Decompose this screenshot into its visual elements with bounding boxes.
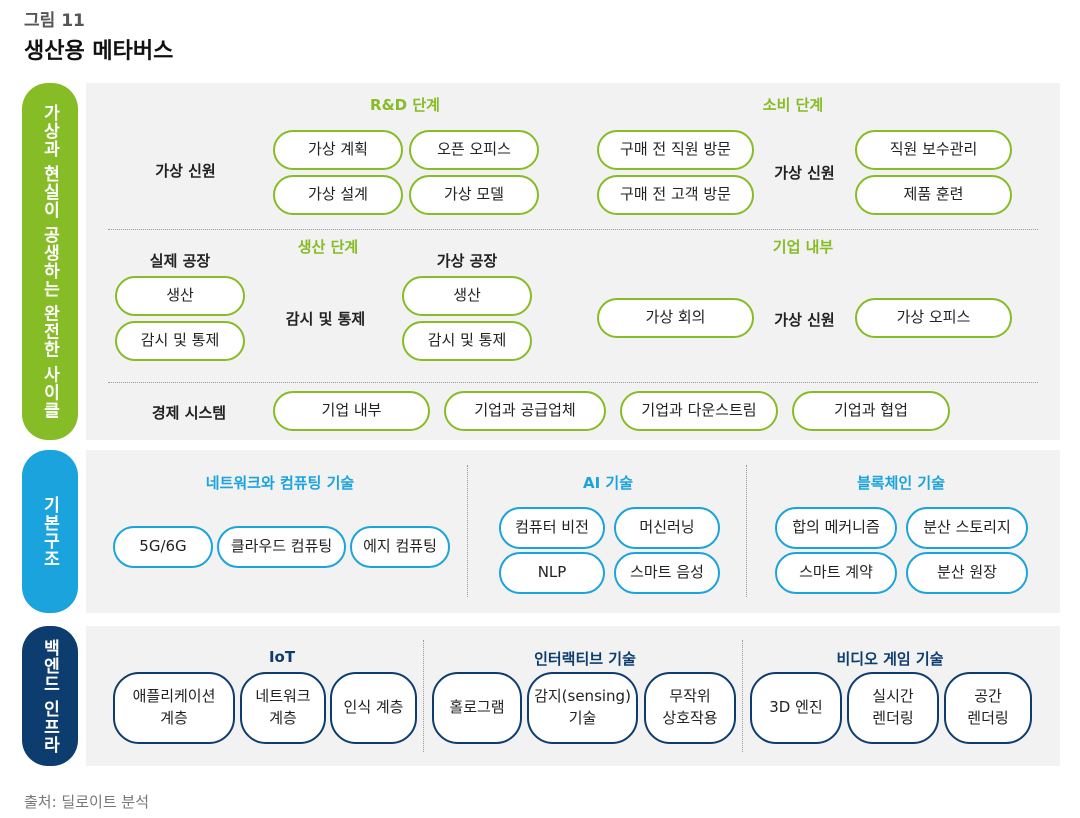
- figure-title: 생산용 메타버스: [24, 39, 174, 64]
- consume-item: 직원 보수관리: [855, 130, 1012, 170]
- video-item: 공간 렌더링: [944, 672, 1032, 744]
- backend-side-text: 백엔드 인프라: [39, 638, 60, 754]
- ai-header: AI 기술: [582, 474, 633, 492]
- interactive-item: 무작위 상호작용: [644, 672, 736, 744]
- video-item: 3D 엔진: [750, 672, 842, 744]
- rd-item: 가상 계획: [273, 130, 403, 170]
- iot-header: IoT: [268, 648, 296, 666]
- production-stage-header: 생산 단계: [297, 238, 359, 256]
- virtual-factory-item: 생산: [402, 276, 532, 316]
- ai-item: 컴퓨터 비전: [499, 507, 605, 549]
- network-item: 에지 컴퓨팅: [350, 526, 450, 568]
- rd-stage-header: R&D 단계: [370, 96, 440, 114]
- video-item: 실시간 렌더링: [847, 672, 939, 744]
- consume-item: 제품 훈련: [855, 175, 1012, 215]
- infrastructure-side-label: 기본구조: [22, 450, 78, 613]
- figure-number: 그림 11: [24, 11, 85, 31]
- network-item: 5G/6G: [113, 526, 213, 568]
- real-factory-item: 생산: [115, 276, 245, 316]
- rd-virtual-identity-label: 가상 신원: [155, 162, 216, 180]
- source-note: 출처: 딜로이트 분석: [24, 793, 149, 811]
- iot-item: 네트워크 계층: [240, 672, 326, 744]
- blockchain-header: 블록체인 기술: [856, 474, 946, 492]
- real-factory-item: 감시 및 통제: [115, 321, 245, 361]
- interactive-item: 감지(sensing) 기술: [527, 672, 638, 744]
- interactive-header: 인터랙티브 기술: [534, 650, 636, 668]
- iot-item: 인식 계층: [330, 672, 417, 744]
- blockchain-item: 분산 원장: [906, 552, 1028, 594]
- rd-item: 가상 모델: [409, 175, 539, 215]
- blockchain-item: 스마트 계약: [775, 552, 897, 594]
- economy-system-label: 경제 시스템: [151, 404, 227, 422]
- divider: [108, 229, 1038, 230]
- network-item: 클라우드 컴퓨팅: [217, 526, 346, 568]
- economy-item: 기업 내부: [273, 391, 430, 431]
- rd-item: 오픈 오피스: [409, 130, 539, 170]
- internal-item: 가상 오피스: [855, 298, 1012, 338]
- virtual-factory-label: 가상 공장: [436, 252, 498, 270]
- ai-item: 머신러닝: [614, 507, 720, 549]
- blockchain-item: 합의 메커니즘: [775, 507, 897, 549]
- cycle-side-label: 가상과 현실이 공생하는 완전한 사이클: [22, 83, 78, 440]
- cycle-side-text: 가상과 현실이 공생하는 완전한 사이클: [39, 103, 60, 420]
- economy-item: 기업과 협업: [792, 391, 950, 431]
- rd-item: 가상 설계: [273, 175, 403, 215]
- divider: [467, 465, 468, 597]
- internal-item: 가상 회의: [597, 298, 754, 338]
- monitoring-control-label: 감시 및 통제: [285, 310, 366, 328]
- blockchain-item: 분산 스토리지: [906, 507, 1028, 549]
- economy-item: 기업과 공급업체: [444, 391, 606, 431]
- virtual-factory-item: 감시 및 통제: [402, 321, 532, 361]
- consume-item: 구매 전 고객 방문: [597, 175, 754, 215]
- consume-item: 구매 전 직원 방문: [597, 130, 754, 170]
- infrastructure-side-text: 기본구조: [39, 495, 60, 568]
- ai-item: NLP: [499, 552, 605, 594]
- ai-item: 스마트 음성: [614, 552, 720, 594]
- economy-item: 기업과 다운스트림: [620, 391, 778, 431]
- iot-item: 애플리케이션 계층: [113, 672, 235, 744]
- interactive-item: 홀로그램: [432, 672, 522, 744]
- consume-stage-header: 소비 단계: [762, 96, 824, 114]
- divider: [423, 640, 424, 752]
- divider: [742, 640, 743, 752]
- real-factory-label: 실제 공장: [149, 252, 211, 270]
- backend-side-label: 백엔드 인프라: [22, 626, 78, 766]
- consume-virtual-identity-label: 가상 신원: [774, 164, 835, 182]
- divider: [108, 382, 1038, 383]
- divider: [746, 465, 747, 597]
- network-header: 네트워크와 컴퓨팅 기술: [205, 474, 355, 492]
- internal-virtual-identity-label: 가상 신원: [774, 311, 835, 329]
- internal-header: 기업 내부: [772, 238, 834, 256]
- video-game-header: 비디오 게임 기술: [836, 650, 944, 668]
